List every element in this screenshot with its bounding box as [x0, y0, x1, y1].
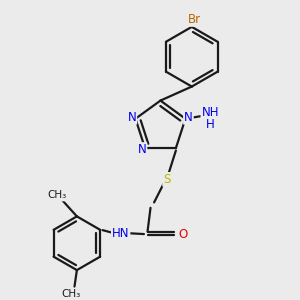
Text: NH: NH — [201, 106, 219, 119]
Text: O: O — [178, 228, 188, 241]
Text: S: S — [163, 173, 171, 186]
Text: HN: HN — [112, 227, 129, 240]
Text: N: N — [128, 111, 136, 124]
Text: CH₃: CH₃ — [47, 190, 67, 200]
Text: Br: Br — [188, 13, 201, 26]
Text: N: N — [184, 111, 193, 124]
Text: N: N — [138, 143, 146, 156]
Text: CH₃: CH₃ — [61, 289, 80, 299]
Text: H: H — [206, 118, 214, 130]
